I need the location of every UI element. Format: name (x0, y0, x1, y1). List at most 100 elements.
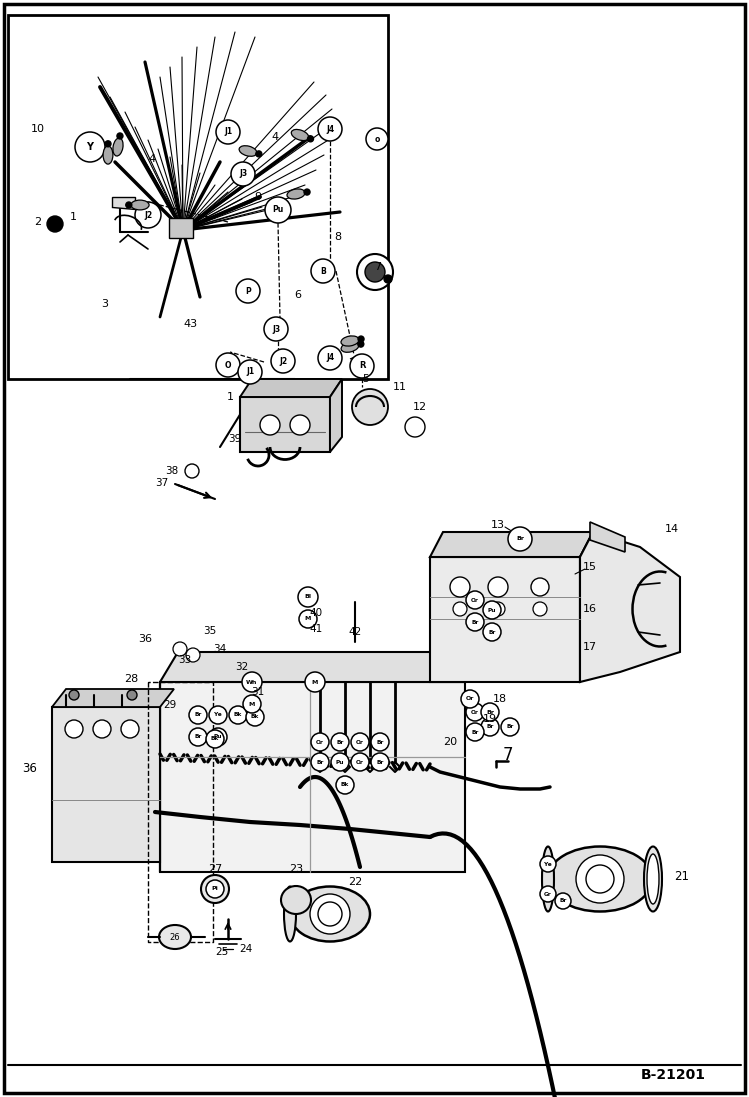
Text: Bk: Bk (341, 782, 349, 788)
Text: Br: Br (488, 630, 496, 634)
Text: Or: Or (471, 710, 479, 714)
Text: J1: J1 (224, 127, 232, 136)
Ellipse shape (281, 886, 311, 914)
Polygon shape (430, 557, 580, 682)
Text: Br: Br (376, 759, 383, 765)
Text: 33: 33 (178, 655, 192, 665)
Text: Pu: Pu (213, 735, 222, 739)
Circle shape (586, 866, 614, 893)
Text: Bk: Bk (251, 714, 259, 720)
Circle shape (243, 695, 261, 713)
Circle shape (331, 753, 349, 771)
Text: Br: Br (336, 739, 344, 745)
Text: Pu: Pu (336, 759, 345, 765)
Circle shape (186, 648, 200, 661)
Circle shape (135, 202, 161, 228)
Text: Br: Br (506, 724, 514, 730)
Circle shape (231, 162, 255, 186)
Circle shape (466, 723, 484, 740)
Text: 17: 17 (583, 642, 597, 652)
Circle shape (318, 902, 342, 926)
Circle shape (47, 216, 63, 231)
Circle shape (93, 720, 111, 738)
Circle shape (371, 753, 389, 771)
Ellipse shape (341, 341, 359, 352)
Text: 43: 43 (183, 319, 197, 329)
Polygon shape (240, 378, 342, 397)
Circle shape (105, 140, 111, 147)
Polygon shape (240, 397, 330, 452)
Text: 2: 2 (34, 217, 41, 227)
Circle shape (491, 602, 505, 617)
Text: 42: 42 (348, 627, 362, 637)
Circle shape (238, 360, 262, 384)
Circle shape (311, 733, 329, 751)
Text: P: P (245, 286, 251, 295)
Circle shape (508, 527, 532, 551)
Circle shape (384, 275, 392, 283)
Polygon shape (430, 532, 593, 557)
Text: 18: 18 (493, 694, 507, 704)
Text: Br: Br (376, 739, 383, 745)
Text: 34: 34 (213, 644, 227, 654)
Text: 35: 35 (204, 626, 216, 636)
Text: 15: 15 (583, 562, 597, 572)
Circle shape (264, 317, 288, 341)
Ellipse shape (647, 853, 659, 904)
Text: J4: J4 (326, 353, 334, 362)
Text: Ye: Ye (214, 712, 222, 717)
Circle shape (481, 719, 499, 736)
Text: Or: Or (316, 739, 324, 745)
Text: J2: J2 (144, 211, 152, 219)
Circle shape (450, 577, 470, 597)
Polygon shape (112, 197, 135, 210)
Text: Pu: Pu (488, 608, 497, 612)
Polygon shape (580, 532, 680, 682)
Ellipse shape (287, 189, 305, 199)
Ellipse shape (644, 847, 662, 912)
Circle shape (173, 642, 187, 656)
Circle shape (351, 753, 369, 771)
Text: Br: Br (516, 536, 524, 542)
Circle shape (298, 587, 318, 607)
Text: 1: 1 (70, 212, 76, 222)
Circle shape (246, 708, 264, 726)
Circle shape (310, 894, 350, 934)
Circle shape (236, 279, 260, 303)
Ellipse shape (542, 847, 554, 912)
Polygon shape (160, 652, 473, 682)
Text: 28: 28 (124, 674, 138, 685)
Polygon shape (160, 682, 465, 872)
Text: Or: Or (356, 739, 364, 745)
Circle shape (206, 880, 224, 898)
Circle shape (371, 733, 389, 751)
Circle shape (305, 672, 325, 692)
Text: 13: 13 (491, 520, 505, 530)
Text: 37: 37 (155, 478, 169, 488)
Circle shape (69, 690, 79, 700)
Circle shape (126, 202, 132, 208)
Circle shape (185, 464, 199, 478)
Text: Pi: Pi (212, 886, 219, 892)
Polygon shape (52, 706, 160, 862)
Circle shape (483, 623, 501, 641)
Text: Y: Y (86, 142, 94, 152)
Circle shape (271, 349, 295, 373)
Circle shape (127, 690, 137, 700)
Circle shape (117, 133, 123, 139)
Circle shape (318, 346, 342, 370)
Text: 4: 4 (148, 154, 156, 163)
Ellipse shape (113, 138, 123, 156)
Ellipse shape (159, 925, 191, 949)
Polygon shape (330, 378, 342, 452)
Circle shape (206, 730, 224, 748)
Circle shape (242, 672, 262, 692)
Circle shape (501, 719, 519, 736)
Circle shape (216, 120, 240, 144)
Circle shape (576, 855, 624, 903)
Text: Or: Or (466, 697, 474, 701)
Text: 12: 12 (413, 402, 427, 412)
Text: 9: 9 (255, 192, 261, 202)
Circle shape (405, 417, 425, 437)
Circle shape (121, 720, 139, 738)
